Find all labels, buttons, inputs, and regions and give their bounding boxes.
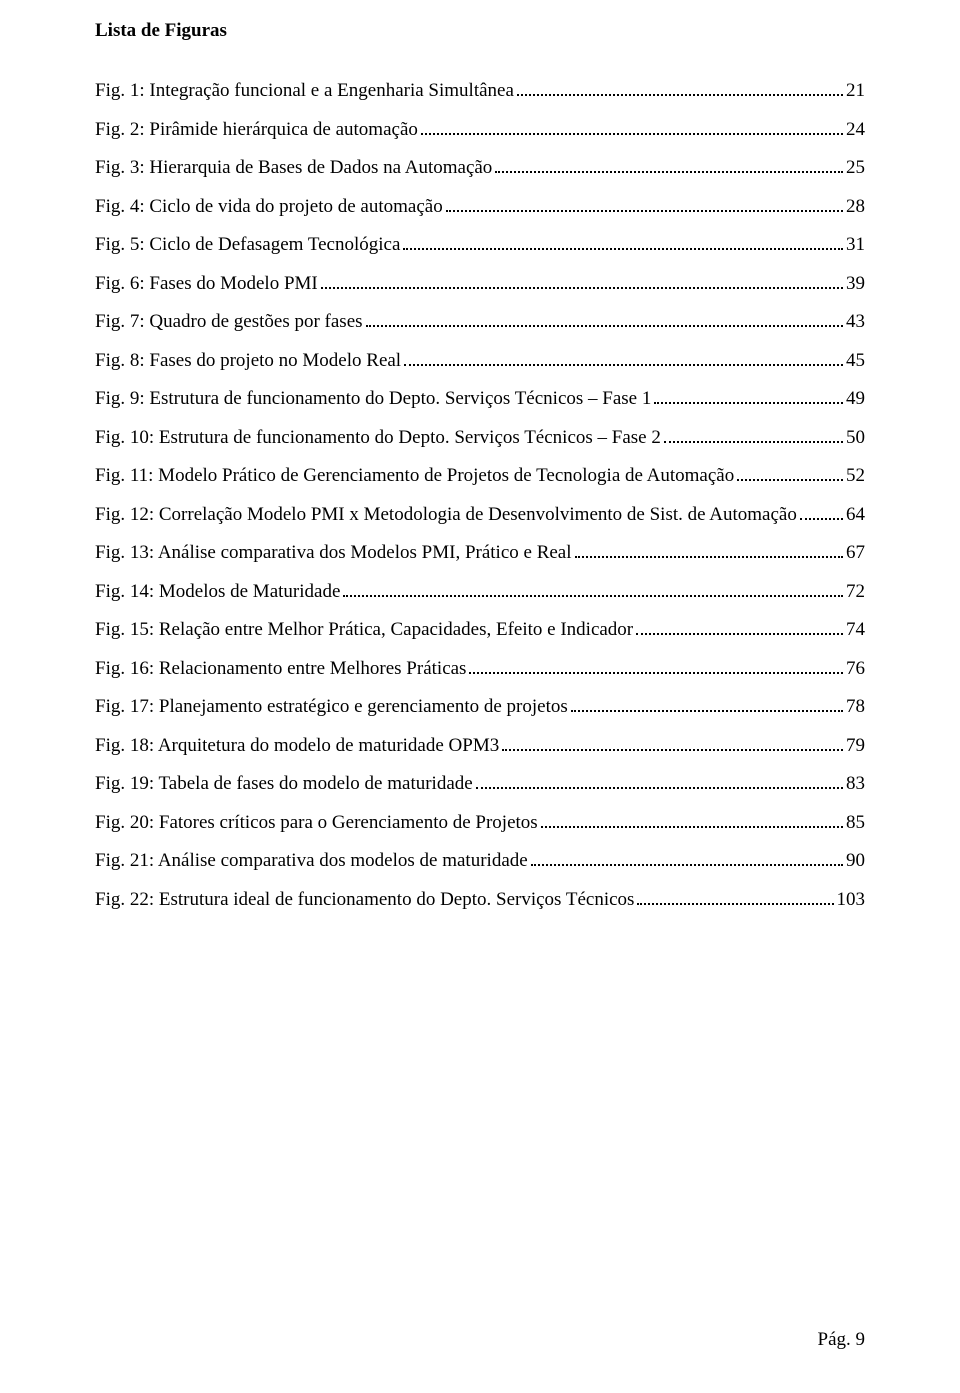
toc-entry-text: Fig. 13: Análise comparativa dos Modelos… — [95, 542, 572, 564]
toc-leader-dots — [531, 864, 843, 866]
toc-leader-dots — [502, 749, 843, 751]
toc-entry-page: 39 — [846, 273, 865, 295]
toc-entry-text: Fig. 22: Estrutura ideal de funcionament… — [95, 889, 634, 911]
toc-entry-page: 21 — [846, 80, 865, 102]
toc-entry-text: Fig. 9: Estrutura de funcionamento do De… — [95, 388, 651, 410]
toc-entry-page: 83 — [846, 773, 865, 795]
toc-entry: Fig. 16: Relacionamento entre Melhores P… — [95, 658, 865, 680]
toc-leader-dots — [446, 210, 843, 212]
toc-entry-text: Fig. 20: Fatores críticos para o Gerenci… — [95, 812, 538, 834]
toc-entry-page: 64 — [846, 504, 865, 526]
toc-entry-page: 76 — [846, 658, 865, 680]
toc-entry: Fig. 2: Pirâmide hierárquica de automaçã… — [95, 119, 865, 141]
toc-entry-page: 31 — [846, 234, 865, 256]
toc-entry: Fig. 12: Correlação Modelo PMI x Metodol… — [95, 504, 865, 526]
toc-leader-dots — [637, 903, 833, 905]
toc-leader-dots — [343, 595, 843, 597]
toc-entry: Fig. 13: Análise comparativa dos Modelos… — [95, 542, 865, 564]
toc-entry: Fig. 7: Quadro de gestões por fases 43 — [95, 311, 865, 333]
toc-leader-dots — [321, 287, 843, 289]
toc-entry-page: 28 — [846, 196, 865, 218]
toc-entry: Fig. 4: Ciclo de vida do projeto de auto… — [95, 196, 865, 218]
toc-entry: Fig. 21: Análise comparativa dos modelos… — [95, 850, 865, 872]
toc-entry-text: Fig. 8: Fases do projeto no Modelo Real — [95, 350, 401, 372]
toc-entry-page: 43 — [846, 311, 865, 333]
toc-entry-text: Fig. 11: Modelo Prático de Gerenciamento… — [95, 465, 734, 487]
toc-entry: Fig. 3: Hierarquia de Bases de Dados na … — [95, 157, 865, 179]
toc-entry: Fig. 5: Ciclo de Defasagem Tecnológica 31 — [95, 234, 865, 256]
toc-leader-dots — [421, 133, 843, 135]
toc-leader-dots — [571, 710, 843, 712]
toc-entry: Fig. 15: Relação entre Melhor Prática, C… — [95, 619, 865, 641]
toc-leader-dots — [495, 171, 843, 173]
toc-entry: Fig. 11: Modelo Prático de Gerenciamento… — [95, 465, 865, 487]
toc-entry: Fig. 19: Tabela de fases do modelo de ma… — [95, 773, 865, 795]
toc-entry-text: Fig. 6: Fases do Modelo PMI — [95, 273, 318, 295]
toc-leader-dots — [575, 556, 843, 558]
toc-entry: Fig. 18: Arquitetura do modelo de maturi… — [95, 735, 865, 757]
toc-entry-text: Fig. 14: Modelos de Maturidade — [95, 581, 340, 603]
toc-entry: Fig. 6: Fases do Modelo PMI 39 — [95, 273, 865, 295]
toc-leader-dots — [404, 364, 843, 366]
toc-entry-text: Fig. 21: Análise comparativa dos modelos… — [95, 850, 528, 872]
toc-entry-text: Fig. 7: Quadro de gestões por fases — [95, 311, 363, 333]
toc-entry-text: Fig. 5: Ciclo de Defasagem Tecnológica — [95, 234, 400, 256]
toc-entry: Fig. 8: Fases do projeto no Modelo Real 4… — [95, 350, 865, 372]
toc-entry-page: 78 — [846, 696, 865, 718]
toc-entry-text: Fig. 12: Correlação Modelo PMI x Metodol… — [95, 504, 797, 526]
toc-entry-text: Fig. 15: Relação entre Melhor Prática, C… — [95, 619, 633, 641]
toc-entry: Fig. 9: Estrutura de funcionamento do De… — [95, 388, 865, 410]
toc-entry-page: 90 — [846, 850, 865, 872]
toc-entry-page: 74 — [846, 619, 865, 641]
page-header: Lista de Figuras — [95, 20, 865, 42]
toc-entry-text: Fig. 1: Integração funcional e a Engenha… — [95, 80, 514, 102]
toc-entry-page: 24 — [846, 119, 865, 141]
toc-leader-dots — [654, 402, 843, 404]
toc-entry-text: Fig. 2: Pirâmide hierárquica de automaçã… — [95, 119, 418, 141]
page-footer: Pág. 9 — [818, 1329, 866, 1351]
toc-entry-text: Fig. 3: Hierarquia de Bases de Dados na … — [95, 157, 492, 179]
toc-leader-dots — [403, 248, 843, 250]
toc-leader-dots — [469, 672, 843, 674]
toc-entry-text: Fig. 10: Estrutura de funcionamento do D… — [95, 427, 661, 449]
toc-entry-page: 45 — [846, 350, 865, 372]
toc-entry: Fig. 22: Estrutura ideal de funcionament… — [95, 889, 865, 911]
toc-leader-dots — [366, 325, 843, 327]
toc-entry-page: 52 — [846, 465, 865, 487]
toc-entry-page: 25 — [846, 157, 865, 179]
toc-entry-text: Fig. 4: Ciclo de vida do projeto de auto… — [95, 196, 443, 218]
toc-leader-dots — [664, 441, 843, 443]
toc-leader-dots — [517, 94, 843, 96]
toc-entry-page: 79 — [846, 735, 865, 757]
toc-entry: Fig. 20: Fatores críticos para o Gerenci… — [95, 812, 865, 834]
toc-leader-dots — [541, 826, 843, 828]
toc-entry: Fig. 1: Integração funcional e a Engenha… — [95, 80, 865, 102]
toc-leader-dots — [800, 518, 843, 520]
toc-container: Fig. 1: Integração funcional e a Engenha… — [95, 80, 865, 911]
toc-entry-page: 49 — [846, 388, 865, 410]
toc-entry-text: Fig. 19: Tabela de fases do modelo de ma… — [95, 773, 473, 795]
toc-entry: Fig. 17: Planejamento estratégico e gere… — [95, 696, 865, 718]
toc-entry-page: 72 — [846, 581, 865, 603]
toc-entry: Fig. 14: Modelos de Maturidade 72 — [95, 581, 865, 603]
toc-entry-page: 85 — [846, 812, 865, 834]
toc-entry-text: Fig. 16: Relacionamento entre Melhores P… — [95, 658, 466, 680]
toc-leader-dots — [476, 787, 843, 789]
toc-entry: Fig. 10: Estrutura de funcionamento do D… — [95, 427, 865, 449]
toc-entry-page: 67 — [846, 542, 865, 564]
toc-entry-text: Fig. 17: Planejamento estratégico e gere… — [95, 696, 568, 718]
toc-entry-text: Fig. 18: Arquitetura do modelo de maturi… — [95, 735, 499, 757]
toc-leader-dots — [636, 633, 843, 635]
toc-leader-dots — [737, 479, 843, 481]
toc-entry-page: 50 — [846, 427, 865, 449]
toc-entry-page: 103 — [837, 889, 866, 911]
